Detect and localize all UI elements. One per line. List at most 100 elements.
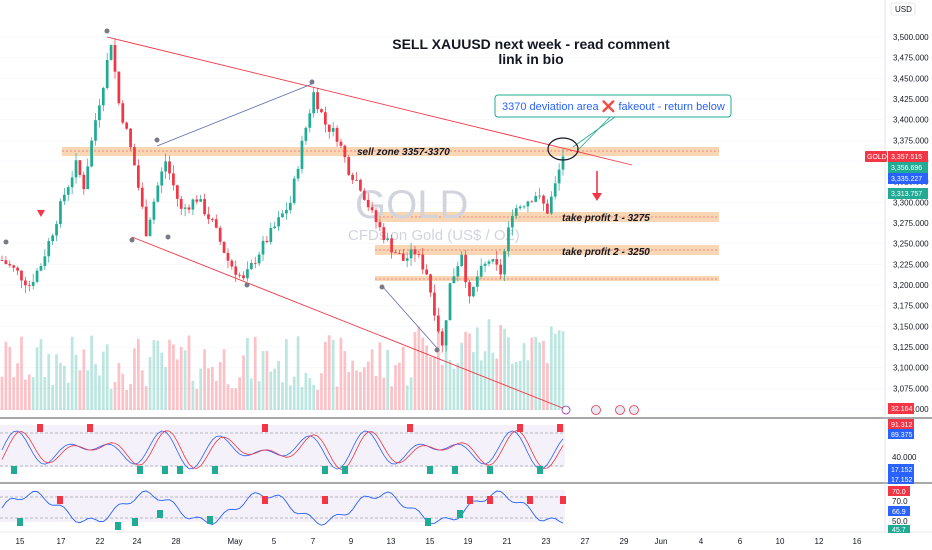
volume-bar bbox=[113, 381, 117, 410]
date-tick-label: Jun bbox=[655, 537, 668, 546]
volume-bar bbox=[288, 385, 292, 410]
stoch-signal-badge bbox=[407, 424, 413, 432]
price-tick-label: 3,150.000 bbox=[893, 322, 929, 331]
date-tick-label: 7 bbox=[311, 537, 316, 546]
volume-bar bbox=[483, 351, 487, 410]
candle-body bbox=[518, 206, 522, 209]
volume-bar bbox=[265, 351, 269, 410]
date-tick-label: 12 bbox=[815, 537, 824, 546]
volume-bar bbox=[386, 349, 390, 410]
volume-bar bbox=[39, 339, 43, 410]
candle-body bbox=[390, 238, 393, 253]
candle-body bbox=[281, 213, 284, 218]
candle-body bbox=[43, 256, 47, 267]
volume-bar bbox=[136, 338, 140, 410]
volume-bar bbox=[125, 389, 129, 410]
volume-bar bbox=[82, 349, 86, 410]
callout[interactable]: 3370 deviation area ❌ fakeout - return b… bbox=[494, 94, 732, 151]
rsi-signal-badge bbox=[115, 522, 121, 530]
price-tick-label: 3,225.000 bbox=[893, 260, 929, 269]
candle-body bbox=[8, 263, 12, 266]
candle-body bbox=[429, 274, 432, 293]
pivot-dot bbox=[434, 347, 440, 353]
stoch-signal-badge bbox=[517, 424, 523, 432]
volume-bar bbox=[4, 341, 8, 410]
price-tick-label: 3,250.000 bbox=[893, 240, 929, 249]
candle-body bbox=[421, 254, 425, 270]
take-profit-2-label: take profit 2 - 3250 bbox=[562, 247, 650, 258]
volume-bar bbox=[300, 387, 304, 410]
candle-body bbox=[300, 140, 304, 169]
volume-bar bbox=[323, 341, 327, 410]
pivot-dot bbox=[379, 284, 385, 290]
stoch-tag: 17.152 bbox=[891, 477, 913, 484]
candle-body bbox=[238, 274, 242, 276]
stoch-signal-badge bbox=[37, 424, 43, 432]
swing-lines bbox=[156, 83, 438, 349]
candle-body bbox=[277, 217, 280, 227]
candle-body bbox=[207, 214, 210, 220]
volume-bar bbox=[444, 322, 448, 410]
volume-bar bbox=[398, 362, 401, 410]
down-arrow-icon bbox=[592, 171, 602, 201]
gold-tag-label: GOLD bbox=[867, 154, 887, 161]
candle-body bbox=[47, 241, 51, 257]
candle-body bbox=[510, 215, 514, 228]
candle-body bbox=[440, 331, 444, 346]
candle-body bbox=[269, 227, 273, 243]
chart-title-line1: SELL XAUUSD next week - read comment bbox=[392, 36, 670, 52]
candle-body bbox=[82, 174, 86, 190]
candle-body bbox=[74, 160, 78, 178]
volume-bar bbox=[417, 326, 421, 410]
volume-bar bbox=[475, 327, 479, 410]
candle-body bbox=[62, 194, 66, 202]
candle-body bbox=[323, 112, 327, 125]
rsi-pane bbox=[0, 490, 566, 530]
candle-body bbox=[468, 282, 471, 297]
candles-layer bbox=[0, 38, 565, 353]
volume-bar bbox=[394, 365, 397, 410]
price-tag: 3,356.696 bbox=[888, 162, 928, 173]
volume-bar bbox=[413, 332, 417, 410]
volume-bar bbox=[160, 352, 164, 410]
candle-body bbox=[495, 259, 499, 265]
volume-bar bbox=[277, 361, 280, 410]
rsi-signal-badge bbox=[57, 496, 63, 504]
currency-box[interactable]: USD bbox=[890, 2, 916, 16]
volume-bar bbox=[479, 360, 483, 410]
volume-bar bbox=[98, 375, 101, 410]
volume-bar bbox=[487, 319, 491, 410]
rsi-signal-badge bbox=[132, 518, 138, 526]
volume-bar bbox=[557, 330, 561, 410]
volume-bar bbox=[156, 340, 160, 410]
time-axis[interactable]: 15 17 22 24 28 May 5 7 9 13 15 19 21 23 27 29 Jun 4 6 10 12 1… bbox=[16, 537, 862, 546]
candle-body bbox=[136, 165, 140, 188]
volume-bar bbox=[230, 388, 234, 410]
candle-body bbox=[483, 263, 487, 266]
volume-bar bbox=[168, 339, 171, 410]
volume-bar bbox=[421, 337, 425, 410]
candle-body bbox=[475, 276, 479, 287]
candle-body bbox=[117, 71, 121, 104]
rsi-axis-tick: 50.0 bbox=[892, 517, 908, 526]
volume-bar bbox=[553, 333, 557, 410]
candle-body bbox=[249, 262, 253, 270]
volume-bar bbox=[12, 377, 16, 410]
candle-body bbox=[152, 201, 156, 220]
volume-bar bbox=[440, 364, 444, 410]
price-tick-label: 3,100.000 bbox=[893, 364, 929, 373]
candle-body bbox=[366, 199, 370, 208]
volume-bar bbox=[503, 328, 506, 410]
candle-body bbox=[105, 59, 109, 88]
candle-body bbox=[226, 252, 230, 261]
stoch-signal-badge bbox=[427, 466, 433, 474]
candle-body bbox=[195, 199, 199, 202]
candle-body bbox=[362, 190, 366, 200]
stoch-axis-tick: 40.000 bbox=[892, 453, 917, 462]
candle-body bbox=[546, 203, 549, 214]
volume-bar bbox=[249, 378, 253, 410]
price-tick-label: 3,300.000 bbox=[893, 198, 929, 207]
price-tick-label: 3,375.000 bbox=[893, 136, 929, 145]
zones-layer bbox=[62, 147, 719, 281]
